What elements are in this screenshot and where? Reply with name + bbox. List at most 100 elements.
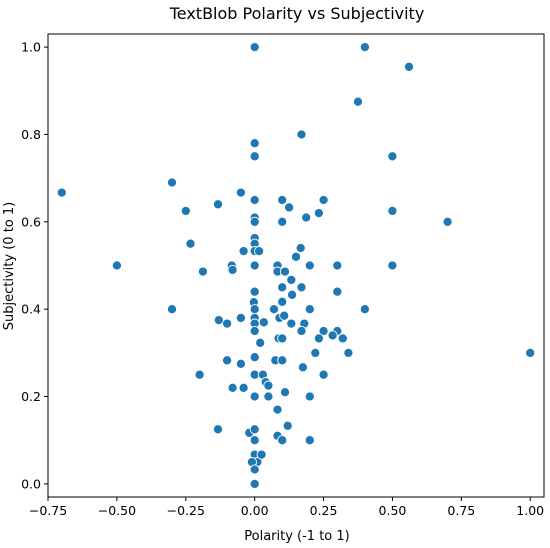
data-point bbox=[359, 304, 370, 315]
data-point bbox=[318, 194, 329, 206]
data-point bbox=[238, 246, 249, 257]
data-point bbox=[387, 205, 398, 216]
data-point bbox=[296, 129, 307, 140]
data-point bbox=[286, 318, 297, 329]
data-point bbox=[277, 194, 288, 206]
data-point bbox=[254, 246, 265, 257]
data-point bbox=[343, 347, 354, 358]
data-point bbox=[212, 199, 224, 210]
data-point bbox=[227, 382, 238, 393]
data-point bbox=[387, 151, 398, 162]
data-point bbox=[249, 435, 260, 446]
data-point bbox=[197, 266, 208, 277]
x-tick-label: −0.75 bbox=[29, 503, 67, 518]
data-point bbox=[249, 325, 260, 337]
data-point bbox=[295, 242, 306, 254]
chart-title: TextBlob Polarity vs Subjectivity bbox=[169, 4, 425, 23]
data-point bbox=[263, 391, 274, 402]
x-tick-label: 0.25 bbox=[310, 503, 338, 518]
x-tick-label: −0.25 bbox=[167, 503, 205, 518]
data-point bbox=[185, 238, 196, 249]
data-point bbox=[258, 317, 269, 328]
data-point bbox=[327, 330, 338, 341]
data-point bbox=[403, 61, 415, 72]
data-point bbox=[249, 138, 260, 149]
data-point bbox=[256, 449, 267, 460]
points-layer bbox=[56, 42, 536, 489]
data-point bbox=[525, 347, 536, 358]
data-point bbox=[235, 312, 246, 323]
data-point bbox=[279, 266, 291, 277]
data-point bbox=[277, 296, 288, 307]
x-axis-ticks: −0.75 −0.50 −0.25 0.00 0.25 0.50 0.75 1.00 bbox=[29, 497, 544, 518]
data-point bbox=[222, 355, 233, 366]
data-point bbox=[166, 304, 178, 315]
data-point bbox=[180, 205, 191, 216]
data-point bbox=[279, 310, 290, 321]
data-point bbox=[272, 404, 283, 415]
data-point bbox=[279, 387, 291, 398]
data-point bbox=[359, 42, 370, 53]
data-point bbox=[313, 208, 324, 219]
x-tick-label: 1.00 bbox=[516, 503, 544, 518]
plot-frame bbox=[47, 33, 545, 498]
data-point bbox=[290, 251, 302, 262]
data-point bbox=[249, 286, 260, 297]
data-point bbox=[249, 304, 260, 315]
data-point bbox=[238, 382, 249, 393]
data-point bbox=[318, 325, 329, 337]
data-point bbox=[56, 187, 67, 198]
data-point bbox=[337, 333, 348, 344]
x-tick-label: −0.50 bbox=[98, 503, 136, 518]
y-tick-label: 0.0 bbox=[21, 476, 41, 491]
data-point bbox=[249, 352, 260, 363]
data-point bbox=[286, 274, 297, 285]
data-point bbox=[332, 260, 343, 271]
data-point bbox=[287, 289, 298, 300]
data-point bbox=[296, 282, 307, 293]
data-point bbox=[284, 202, 295, 213]
data-point bbox=[249, 216, 260, 227]
data-point bbox=[111, 260, 122, 271]
data-point bbox=[282, 420, 293, 431]
data-point bbox=[277, 333, 288, 344]
data-point bbox=[277, 355, 288, 366]
data-point bbox=[352, 96, 364, 107]
data-point bbox=[263, 380, 274, 391]
data-point bbox=[387, 260, 398, 271]
data-point bbox=[332, 286, 343, 297]
data-point bbox=[249, 260, 260, 271]
data-point bbox=[297, 362, 308, 373]
data-point bbox=[249, 42, 260, 53]
data-point bbox=[249, 478, 260, 489]
x-tick-label: 0.50 bbox=[379, 503, 407, 518]
x-tick-label: 0.75 bbox=[447, 503, 475, 518]
data-point bbox=[213, 315, 224, 326]
y-axis-ticks: 0.0 0.2 0.4 0.6 0.8 1.0 bbox=[21, 40, 48, 491]
data-point bbox=[277, 282, 288, 293]
data-point bbox=[212, 424, 224, 435]
y-tick-label: 0.6 bbox=[21, 214, 41, 229]
data-point bbox=[222, 318, 233, 329]
data-point bbox=[268, 304, 280, 315]
data-point bbox=[442, 216, 453, 227]
y-axis-label: Subjectivity (0 to 1) bbox=[2, 202, 17, 330]
y-tick-label: 1.0 bbox=[21, 40, 41, 55]
data-point bbox=[301, 212, 312, 223]
data-point bbox=[304, 304, 315, 315]
data-point bbox=[318, 369, 329, 380]
data-point bbox=[249, 464, 260, 475]
data-point bbox=[310, 347, 321, 358]
data-point bbox=[277, 435, 288, 446]
data-point bbox=[255, 337, 266, 348]
data-point bbox=[304, 391, 315, 402]
data-point bbox=[235, 187, 246, 198]
data-point bbox=[249, 424, 260, 435]
data-point bbox=[227, 264, 238, 275]
data-point bbox=[249, 391, 260, 402]
data-point bbox=[249, 194, 260, 206]
data-point bbox=[313, 333, 324, 344]
data-point bbox=[194, 369, 205, 380]
y-tick-label: 0.4 bbox=[21, 302, 41, 317]
